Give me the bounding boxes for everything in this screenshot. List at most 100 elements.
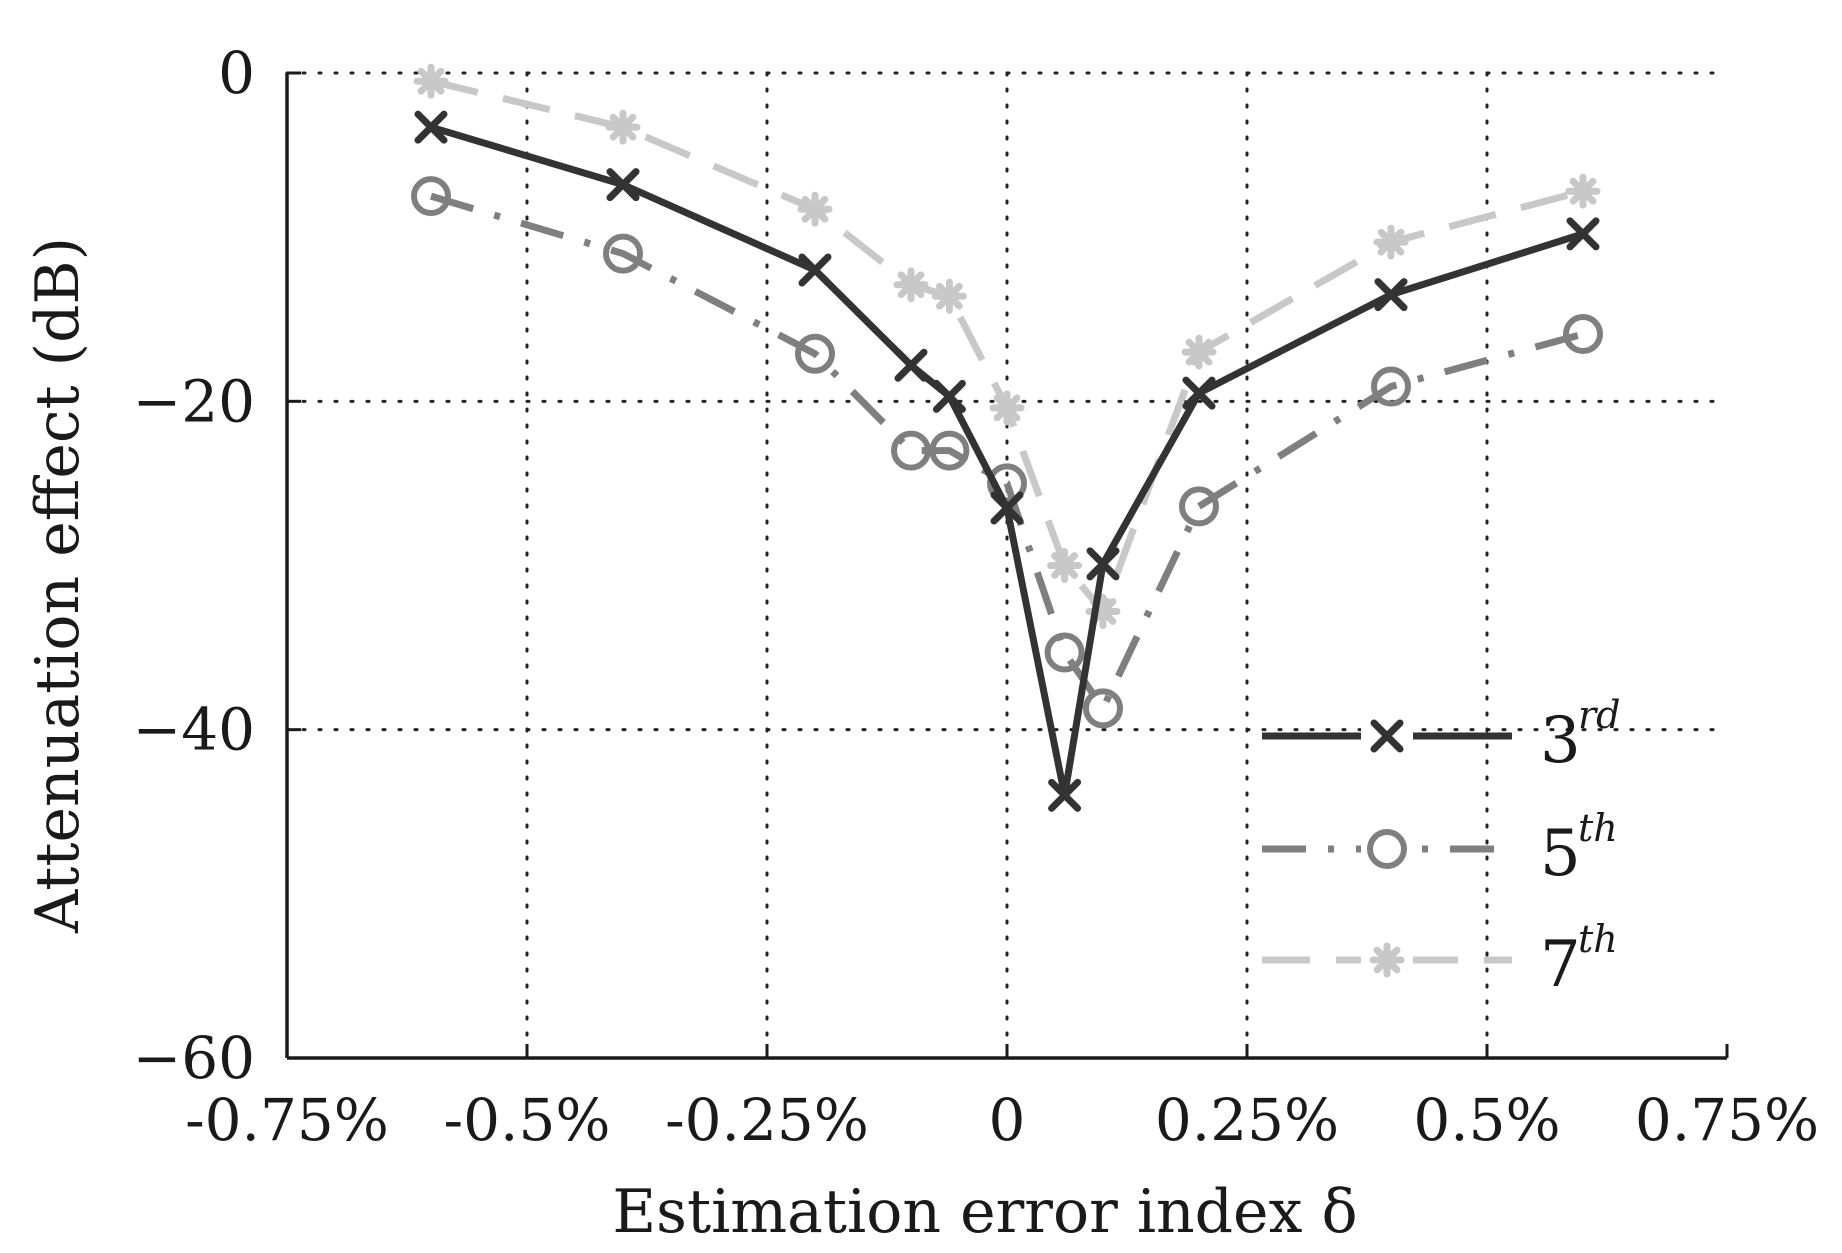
data-point-asterisk-marker — [1373, 224, 1409, 260]
axes — [285, 71, 1729, 1060]
marker-stroke — [801, 195, 829, 223]
data-point-asterisk-marker — [931, 278, 967, 314]
data-point-x-marker — [932, 379, 966, 413]
marker-stroke — [1086, 547, 1120, 581]
marker-stroke — [1566, 217, 1600, 251]
data-point-x-marker — [1182, 376, 1216, 410]
tick-labels: -0.75% -0.5% -0.25% 0 0.25% 0.5% 0.75% 0 −20 −40 −… — [133, 39, 1820, 1154]
data-point-asterisk-marker — [1181, 334, 1217, 370]
y-tick-label: −40 — [133, 696, 255, 764]
marker-stroke — [417, 67, 445, 95]
y-tick-label: 0 — [218, 39, 255, 107]
data-point-o-marker — [891, 430, 931, 471]
legend-entry: 7th — [1262, 917, 1618, 1002]
y-tick-label: −20 — [133, 367, 255, 435]
marker-ring — [1371, 366, 1411, 407]
marker-stroke — [798, 253, 832, 287]
legend-label: 3 — [1540, 704, 1581, 778]
marker-ring — [795, 333, 835, 374]
data-point-asterisk-marker — [1369, 942, 1405, 978]
x-tick-label: 0.5% — [1413, 1086, 1560, 1154]
grid-lines — [285, 71, 1729, 1060]
marker-ring — [1083, 688, 1123, 729]
marker-ring — [1563, 314, 1603, 355]
x-tick-label: -0.5% — [444, 1086, 611, 1154]
series-line — [429, 192, 1584, 712]
x-tick-label: -0.25% — [665, 1086, 869, 1154]
marker-stroke — [932, 379, 966, 413]
data-point-x-marker — [1370, 719, 1404, 753]
series-5th — [411, 176, 1603, 729]
data-point-x-marker — [990, 491, 1024, 525]
marker-stroke — [1051, 552, 1078, 579]
series-3rd — [414, 110, 1600, 812]
legend-label-superscript: th — [1578, 806, 1618, 850]
data-point-x-marker — [1086, 547, 1120, 581]
data-point-asterisk-marker — [989, 390, 1025, 426]
marker-stroke — [609, 113, 637, 141]
marker-ring — [411, 176, 451, 217]
marker-ring — [603, 233, 643, 274]
legend-label-superscript: rd — [1578, 693, 1621, 737]
legend-entry: 5th — [1262, 806, 1618, 891]
data-point-o-marker — [603, 233, 643, 274]
data-point-x-marker — [1566, 217, 1600, 251]
marker-ring — [1367, 829, 1407, 869]
data-point-o-marker — [1371, 366, 1411, 407]
data-point-o-marker — [1044, 632, 1085, 673]
data-point-o-marker — [1367, 829, 1407, 869]
marker-stroke — [1048, 778, 1082, 812]
marker-stroke — [1370, 719, 1404, 753]
marker-stroke — [936, 282, 963, 310]
data-point-o-marker — [1083, 688, 1123, 729]
marker-stroke — [1185, 338, 1213, 366]
x-tick-label: 0.25% — [1155, 1086, 1339, 1154]
marker-stroke — [990, 491, 1024, 525]
data-point-o-marker — [1563, 314, 1603, 355]
data-point-asterisk-marker — [797, 191, 833, 227]
marker-stroke — [1374, 278, 1408, 312]
data-point-x-marker — [606, 168, 640, 202]
x-tick-label: -0.75% — [185, 1086, 389, 1154]
series-7th — [413, 63, 1601, 629]
marker-ring — [1044, 632, 1085, 673]
marker-stroke — [897, 271, 925, 299]
y-axis-label: Attenuation effect (dB) — [23, 237, 93, 934]
data-point-x-marker — [798, 253, 832, 287]
marker-stroke — [1373, 946, 1401, 974]
legend-label: 5 — [1540, 817, 1581, 891]
data-series — [411, 63, 1603, 812]
x-tick-label: 0 — [989, 1086, 1026, 1154]
data-point-x-marker — [414, 110, 448, 144]
data-point-asterisk-marker — [893, 267, 929, 303]
data-point-o-marker — [795, 333, 835, 374]
data-point-asterisk-marker — [1565, 173, 1601, 209]
series-line — [429, 123, 1585, 799]
marker-stroke — [894, 348, 928, 382]
marker-stroke — [1182, 376, 1216, 410]
y-tick-label: −60 — [133, 1024, 255, 1092]
marker-stroke — [414, 110, 448, 144]
legend-label-superscript: th — [1578, 917, 1618, 961]
marker-ring — [929, 430, 970, 471]
marker-ring — [1179, 486, 1219, 527]
data-point-o-marker — [411, 176, 451, 217]
data-point-o-marker — [1179, 486, 1219, 527]
data-point-o-marker — [929, 430, 970, 471]
x-axis-label: Estimation error index δ — [612, 1177, 1357, 1247]
marker-stroke — [1569, 177, 1597, 205]
data-point-x-marker — [1374, 278, 1408, 312]
data-point-asterisk-marker — [1047, 548, 1083, 583]
data-point-asterisk-marker — [605, 109, 641, 145]
data-point-asterisk-marker — [413, 63, 449, 99]
data-point-x-marker — [1048, 778, 1082, 812]
x-tick-label: 0.75% — [1635, 1086, 1819, 1154]
marker-stroke — [606, 168, 640, 202]
marker-stroke — [993, 394, 1021, 422]
legend-entry: 3rd — [1262, 693, 1621, 778]
marker-stroke — [1377, 228, 1405, 256]
marker-ring — [891, 430, 931, 471]
legend-label: 7 — [1540, 928, 1581, 1002]
